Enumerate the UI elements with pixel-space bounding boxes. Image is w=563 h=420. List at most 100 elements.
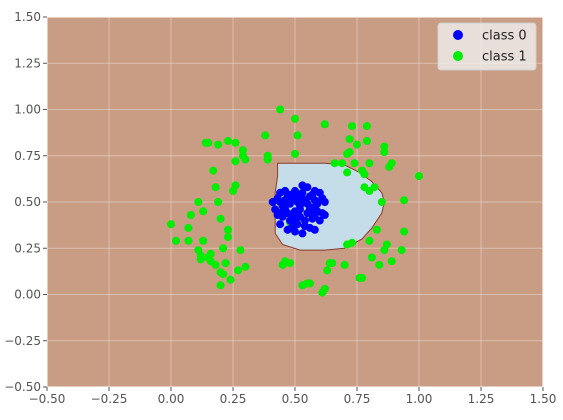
legend-marker-class-1 bbox=[453, 51, 463, 61]
y-tick-label: 0.00 bbox=[14, 288, 41, 302]
point-class-1 bbox=[397, 246, 406, 255]
point-class-1 bbox=[231, 181, 240, 190]
point-class-0 bbox=[276, 198, 285, 206]
point-class-0 bbox=[320, 211, 329, 219]
point-class-1 bbox=[338, 159, 347, 168]
point-class-0 bbox=[300, 216, 309, 225]
point-class-0 bbox=[298, 229, 307, 238]
point-class-1 bbox=[353, 140, 361, 149]
x-tick-label: 0.25 bbox=[220, 392, 247, 406]
y-tick-label: 1.00 bbox=[14, 103, 41, 117]
point-class-1 bbox=[323, 266, 332, 275]
point-class-1 bbox=[328, 259, 337, 268]
point-class-1 bbox=[286, 259, 294, 268]
point-class-1 bbox=[343, 168, 352, 177]
point-class-0 bbox=[303, 183, 312, 192]
point-class-1 bbox=[387, 257, 396, 266]
point-class-0 bbox=[310, 211, 319, 219]
point-class-1 bbox=[186, 211, 195, 219]
point-class-1 bbox=[184, 236, 193, 245]
data-points bbox=[167, 105, 423, 297]
y-tick-label: 0.75 bbox=[14, 149, 41, 163]
point-class-1 bbox=[380, 142, 389, 151]
point-class-1 bbox=[330, 159, 339, 168]
legend-marker-class-0 bbox=[453, 30, 463, 40]
point-class-1 bbox=[199, 207, 208, 216]
point-class-1 bbox=[348, 238, 356, 247]
point-class-1 bbox=[340, 260, 349, 269]
point-class-1 bbox=[194, 198, 203, 206]
y-tick-label: 1.50 bbox=[14, 10, 41, 24]
point-class-1 bbox=[184, 223, 193, 232]
point-class-1 bbox=[241, 155, 250, 164]
legend: class 0 class 1 bbox=[437, 22, 537, 71]
point-class-1 bbox=[400, 196, 409, 205]
point-class-1 bbox=[231, 138, 240, 147]
x-tick-label: 0.00 bbox=[158, 392, 185, 406]
y-tick-label: −0.50 bbox=[4, 380, 41, 394]
y-tick-label: 0.25 bbox=[14, 241, 41, 255]
point-class-0 bbox=[300, 222, 309, 231]
point-class-1 bbox=[231, 157, 240, 166]
x-tick-label: 0.50 bbox=[282, 392, 309, 406]
point-class-0 bbox=[276, 220, 285, 229]
point-class-0 bbox=[283, 192, 292, 201]
y-tick-label: 1.25 bbox=[14, 56, 41, 70]
point-class-1 bbox=[261, 131, 270, 140]
point-class-1 bbox=[216, 214, 225, 223]
point-class-1 bbox=[199, 236, 208, 245]
point-class-0 bbox=[288, 222, 297, 231]
point-class-1 bbox=[345, 148, 354, 156]
legend-label-class-0: class 0 bbox=[482, 29, 527, 44]
x-tick-label: −0.50 bbox=[29, 392, 66, 406]
point-class-1 bbox=[348, 122, 356, 131]
point-class-1 bbox=[241, 262, 250, 271]
point-class-0 bbox=[310, 225, 319, 234]
point-class-1 bbox=[362, 122, 371, 131]
point-class-1 bbox=[221, 259, 230, 268]
point-class-0 bbox=[296, 205, 304, 214]
x-tick-label: 1.50 bbox=[530, 392, 557, 406]
point-class-1 bbox=[236, 246, 245, 255]
point-class-1 bbox=[380, 148, 389, 156]
point-class-1 bbox=[238, 146, 247, 155]
point-class-1 bbox=[320, 284, 329, 293]
point-class-0 bbox=[278, 212, 287, 221]
x-tick-label: −0.25 bbox=[91, 392, 128, 406]
point-class-1 bbox=[224, 233, 232, 242]
x-tick-label: 1.25 bbox=[468, 392, 495, 406]
point-class-1 bbox=[211, 260, 220, 269]
point-class-1 bbox=[226, 275, 235, 284]
point-class-1 bbox=[219, 270, 228, 279]
point-class-1 bbox=[372, 225, 381, 234]
point-class-1 bbox=[214, 140, 223, 149]
point-class-1 bbox=[293, 131, 302, 140]
point-class-1 bbox=[320, 120, 329, 129]
point-class-0 bbox=[315, 216, 324, 225]
point-class-1 bbox=[214, 198, 223, 206]
point-class-1 bbox=[367, 253, 376, 262]
point-class-1 bbox=[196, 251, 205, 260]
point-class-1 bbox=[206, 249, 215, 258]
axis-ticks: −0.50 −0.25 0.00 0.25 0.50 0.75 1.00 1.25 1.50 −0… bbox=[4, 10, 556, 406]
point-class-1 bbox=[263, 151, 272, 160]
series-class-1 bbox=[167, 105, 423, 297]
point-class-0 bbox=[313, 199, 322, 208]
point-class-1 bbox=[358, 273, 366, 282]
point-class-1 bbox=[382, 240, 391, 249]
point-class-1 bbox=[172, 236, 180, 245]
point-class-1 bbox=[209, 166, 218, 175]
point-class-1 bbox=[387, 159, 396, 168]
point-class-1 bbox=[350, 159, 359, 168]
point-class-0 bbox=[318, 194, 327, 203]
point-class-1 bbox=[167, 220, 175, 229]
x-tick-label: 1.00 bbox=[406, 392, 433, 406]
point-class-0 bbox=[278, 207, 287, 216]
point-class-1 bbox=[276, 105, 285, 114]
point-class-1 bbox=[365, 236, 374, 245]
point-class-1 bbox=[204, 138, 213, 147]
point-class-1 bbox=[415, 172, 423, 181]
point-class-0 bbox=[305, 205, 314, 214]
point-class-1 bbox=[291, 114, 299, 123]
